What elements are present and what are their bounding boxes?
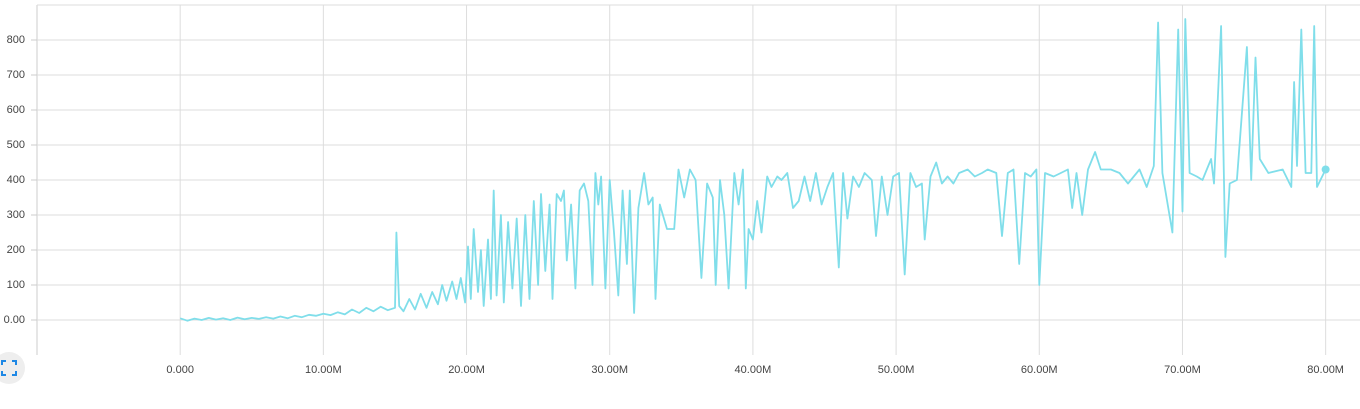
x-tick-label: 30.00M xyxy=(591,364,628,376)
y-tick-label: 300 xyxy=(7,209,25,221)
icon-glyph xyxy=(1,360,17,376)
y-tick-label: 700 xyxy=(7,69,25,81)
x-tick-label: 20.00M xyxy=(448,364,485,376)
x-tick-label: 60.00M xyxy=(1021,364,1058,376)
y-tick-label: 200 xyxy=(7,244,25,256)
line-series xyxy=(179,18,1327,322)
x-tick-label: 0.000 xyxy=(166,364,194,376)
y-tick-label: 100 xyxy=(7,279,25,291)
y-tick-label: 400 xyxy=(7,174,25,186)
icon-background xyxy=(0,352,25,384)
x-tick-label: 40.00M xyxy=(735,364,772,376)
y-tick-label: 0.00 xyxy=(4,314,25,326)
x-tick-label: 10.00M xyxy=(305,364,342,376)
x-tick-label: 50.00M xyxy=(878,364,915,376)
expand-icon[interactable] xyxy=(0,352,25,384)
y-tick-label: 500 xyxy=(7,139,25,151)
y-tick-label: 800 xyxy=(7,34,25,46)
x-tick-label: 70.00M xyxy=(1164,364,1201,376)
y-tick-label: 600 xyxy=(7,104,25,116)
x-tick-label: 80.00M xyxy=(1307,364,1344,376)
last-point-dot xyxy=(1321,165,1330,174)
